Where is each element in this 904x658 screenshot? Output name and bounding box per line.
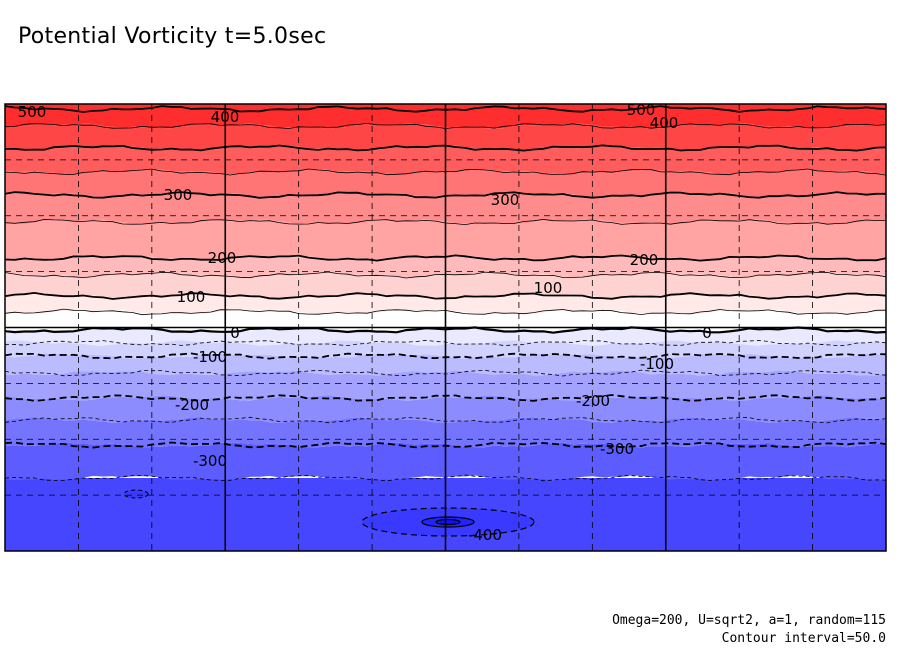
contour-label: 500 [627, 101, 656, 119]
contour-label: -100 [193, 348, 227, 366]
small-eddy [123, 489, 149, 499]
contour-label: 100 [534, 279, 563, 297]
contour-label: -200 [175, 396, 209, 414]
contour-label: 400 [211, 108, 240, 126]
contour-label: 0 [702, 324, 712, 342]
contour-label: 200 [630, 251, 659, 269]
parameter-text: Omega=200, U=sqrt2, a=1, random=115 [612, 613, 886, 628]
plot-frame [4, 103, 887, 552]
contour-label: -200 [576, 392, 610, 410]
grid-lines [5, 104, 886, 551]
vortex-contour [435, 518, 461, 526]
contour-label: 300 [491, 191, 520, 209]
contour-label: -300 [600, 440, 634, 458]
contour-interval-text: Contour interval=50.0 [721, 631, 886, 646]
contour-label: -400 [468, 526, 502, 544]
contour-label: 500 [18, 103, 47, 121]
contour-label: 0 [230, 324, 240, 342]
contour-label: -300 [193, 452, 227, 470]
chart-title: Potential Vorticity t=5.0sec [18, 24, 327, 49]
contour-label: -100 [640, 355, 674, 373]
contour-label: 400 [650, 114, 679, 132]
contour-label: 300 [164, 186, 193, 204]
contour-labels: 500 4003002001000-100-200-300-40050040030… [18, 101, 712, 544]
contour-label: 200 [208, 249, 237, 267]
vortex-region [123, 489, 535, 537]
contour-label: 100 [177, 288, 206, 306]
